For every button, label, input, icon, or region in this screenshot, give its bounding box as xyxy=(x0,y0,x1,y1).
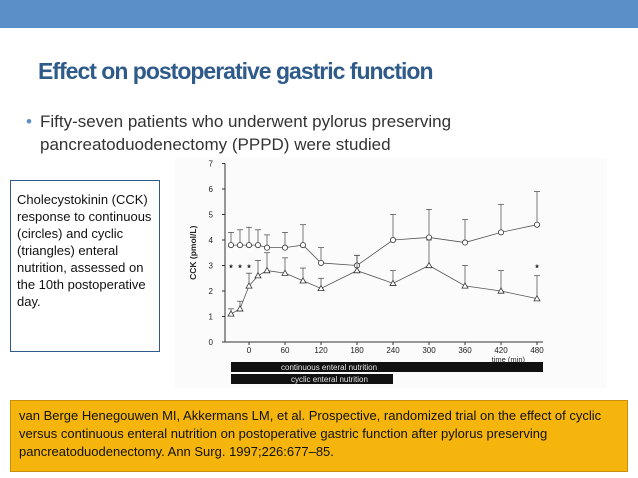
continuous-data-point xyxy=(497,229,504,236)
y-tick-label: 3 xyxy=(209,262,214,271)
y-tick-label: 6 xyxy=(209,185,214,194)
cyclic-data-point xyxy=(263,266,271,274)
cyclic-data-point xyxy=(281,269,289,276)
cyclic-data-point xyxy=(245,282,253,289)
x-tick-label: 0 xyxy=(247,346,252,355)
y-tick-label: 5 xyxy=(209,211,214,220)
y-axis-label: CCK (pmol/L) xyxy=(188,225,198,279)
x-tick-label: 480 xyxy=(530,346,544,355)
top-band xyxy=(0,0,638,28)
x-axis-label: time (min) xyxy=(492,355,526,364)
x-tick-label: 60 xyxy=(281,346,290,355)
continuous-data-point xyxy=(282,244,289,251)
cyclic-data-point xyxy=(236,305,244,312)
reference-box: van Berge Henegouwen MI, Akkermans LM, e… xyxy=(10,400,628,472)
slide-title: Effect on postoperative gastric function xyxy=(38,58,433,84)
cyclic-data-point xyxy=(497,287,505,294)
significance-mark: * xyxy=(238,263,242,273)
cyclic-data-point xyxy=(227,310,235,317)
continuous-data-point xyxy=(317,259,324,266)
bullet-point: • Fifty-seven patients who underwent pyl… xyxy=(26,110,600,156)
continuous-nutrition-label: continuous enteral nutrition xyxy=(281,363,377,372)
cyclic-data-point xyxy=(461,282,469,289)
significance-mark: * xyxy=(535,263,539,273)
cyclic-data-point xyxy=(353,266,361,274)
y-tick-label: 1 xyxy=(209,313,214,322)
y-tick-label: 7 xyxy=(209,160,214,169)
x-tick-label: 420 xyxy=(494,346,508,355)
x-tick-label: 300 xyxy=(422,346,436,355)
continuous-data-point xyxy=(389,237,396,244)
continuous-data-point xyxy=(461,239,468,246)
continuous-data-point xyxy=(300,242,307,249)
x-tick-label: 120 xyxy=(314,346,328,355)
continuous-data-point xyxy=(246,242,253,249)
x-tick-label: 240 xyxy=(386,346,400,355)
continuous-data-point xyxy=(228,242,235,249)
cyclic-data-point xyxy=(254,271,262,279)
y-tick-label: 4 xyxy=(209,236,214,245)
bullet-text: Fifty-seven patients who underwent pylor… xyxy=(40,112,452,154)
continuous-nutrition-bar xyxy=(231,362,543,372)
y-tick-label: 2 xyxy=(209,287,214,296)
bullet-dot-icon: • xyxy=(26,112,32,131)
continuous-data-point xyxy=(237,242,244,249)
cyclic-data-point xyxy=(533,294,541,302)
x-tick-label: 180 xyxy=(350,346,364,355)
cyclic-data-point xyxy=(317,284,325,292)
significance-mark: * xyxy=(229,263,233,273)
significance-mark: * xyxy=(247,263,251,273)
cyclic-nutrition-bar xyxy=(231,374,393,384)
cyclic-data-point xyxy=(425,261,433,269)
continuous-data-point xyxy=(255,242,262,249)
cck-chart: 0 1 2 3 4 5 6 7 0 60 120 180 240 300 360 420 480 time (mi… xyxy=(175,158,607,388)
cyclic-nutrition-label: cyclic enteral nutrition xyxy=(291,375,368,384)
cyclic-data-point xyxy=(299,276,307,284)
x-tick-label: 360 xyxy=(458,346,472,355)
continuous-data-point xyxy=(425,234,432,241)
cyclic-data-point xyxy=(389,279,397,286)
continuous-data-point xyxy=(533,221,540,228)
figure-caption: Cholecystokinin (CCK) response to contin… xyxy=(10,180,160,352)
cyclic-series-line xyxy=(230,265,538,315)
continuous-data-point xyxy=(264,244,271,251)
y-tick-label: 0 xyxy=(209,338,214,347)
